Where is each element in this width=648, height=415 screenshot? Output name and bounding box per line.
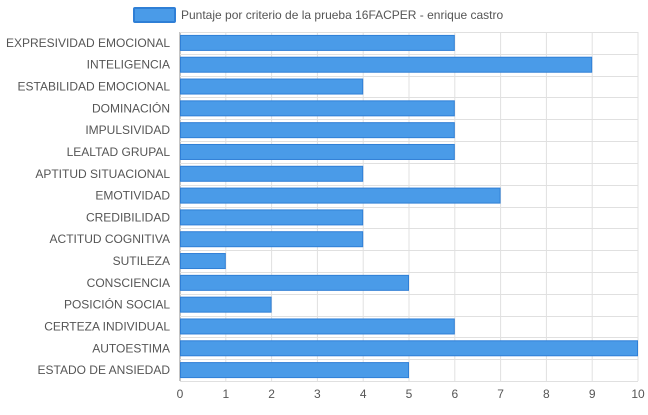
x-tick-label: 3 [314, 387, 321, 401]
x-tick-label: 10 [631, 387, 645, 401]
category-label: IMPULSIVIDAD [85, 123, 170, 137]
category-label: EXPRESIVIDAD EMOCIONAL [6, 36, 170, 50]
category-label: LEALTAD GRUPAL [67, 145, 171, 159]
bar[interactable] [180, 122, 455, 139]
bar[interactable] [180, 274, 409, 291]
bar[interactable] [180, 56, 593, 73]
x-tick-label: 0 [177, 387, 184, 401]
x-tick-label: 2 [268, 387, 275, 401]
bar[interactable] [180, 100, 455, 117]
x-tick-label: 6 [451, 387, 458, 401]
bar[interactable] [180, 340, 638, 357]
category-label: CONSCIENCIA [87, 276, 170, 290]
legend-swatch[interactable] [133, 7, 176, 23]
bar[interactable] [180, 187, 501, 204]
bar[interactable] [180, 143, 455, 160]
category-label: EMOTIVIDAD [95, 189, 170, 203]
x-tick-label: 1 [222, 387, 229, 401]
bar[interactable] [180, 296, 272, 313]
category-label: APTITUD SITUACIONAL [35, 167, 170, 181]
bar[interactable] [180, 78, 364, 95]
legend[interactable]: Puntaje por criterio de la prueba 16FACP… [133, 7, 503, 23]
category-label: ESTADO DE ANSIEDAD [38, 363, 171, 377]
category-label: INTELIGENCIA [87, 58, 170, 72]
bar[interactable] [180, 34, 455, 51]
category-label: AUTOESTIMA [92, 341, 170, 355]
legend-label[interactable]: Puntaje por criterio de la prueba 16FACP… [181, 8, 503, 22]
category-label: POSICIÓN SOCIAL [64, 297, 170, 312]
x-tick-label: 7 [497, 387, 504, 401]
bar[interactable] [180, 209, 364, 226]
category-label: DOMINACIÓN [92, 100, 170, 115]
category-label: CERTEZA INDIVIDUAL [44, 319, 170, 333]
bar[interactable] [180, 318, 455, 335]
x-tick-label: 5 [406, 387, 413, 401]
category-labels: EXPRESIVIDAD EMOCIONAL INTELIGENCIA ESTABI… [6, 36, 170, 377]
x-tick-label: 4 [360, 387, 367, 401]
category-label: SUTILEZA [113, 254, 170, 268]
x-tick-label: 9 [589, 387, 596, 401]
category-label: ESTABILIDAD EMOCIONAL [18, 80, 171, 94]
bar[interactable] [180, 231, 364, 248]
x-axis-ticks: 0 1 2 3 4 5 6 7 8 9 10 [177, 387, 645, 401]
x-tick-label: 8 [543, 387, 550, 401]
grid [179, 32, 639, 382]
bar[interactable] [180, 165, 364, 182]
category-label: ACTITUD COGNITIVA [50, 232, 170, 246]
category-label: CREDIBILIDAD [86, 210, 170, 224]
bar[interactable] [180, 253, 226, 270]
bar[interactable] [180, 362, 409, 379]
bars [180, 34, 638, 379]
